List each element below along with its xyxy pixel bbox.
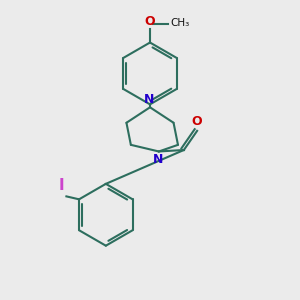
Text: N: N [144,93,154,106]
Text: O: O [144,15,155,28]
Text: O: O [192,115,203,128]
Text: N: N [153,153,164,166]
Text: I: I [58,178,64,194]
Text: CH₃: CH₃ [171,18,190,28]
